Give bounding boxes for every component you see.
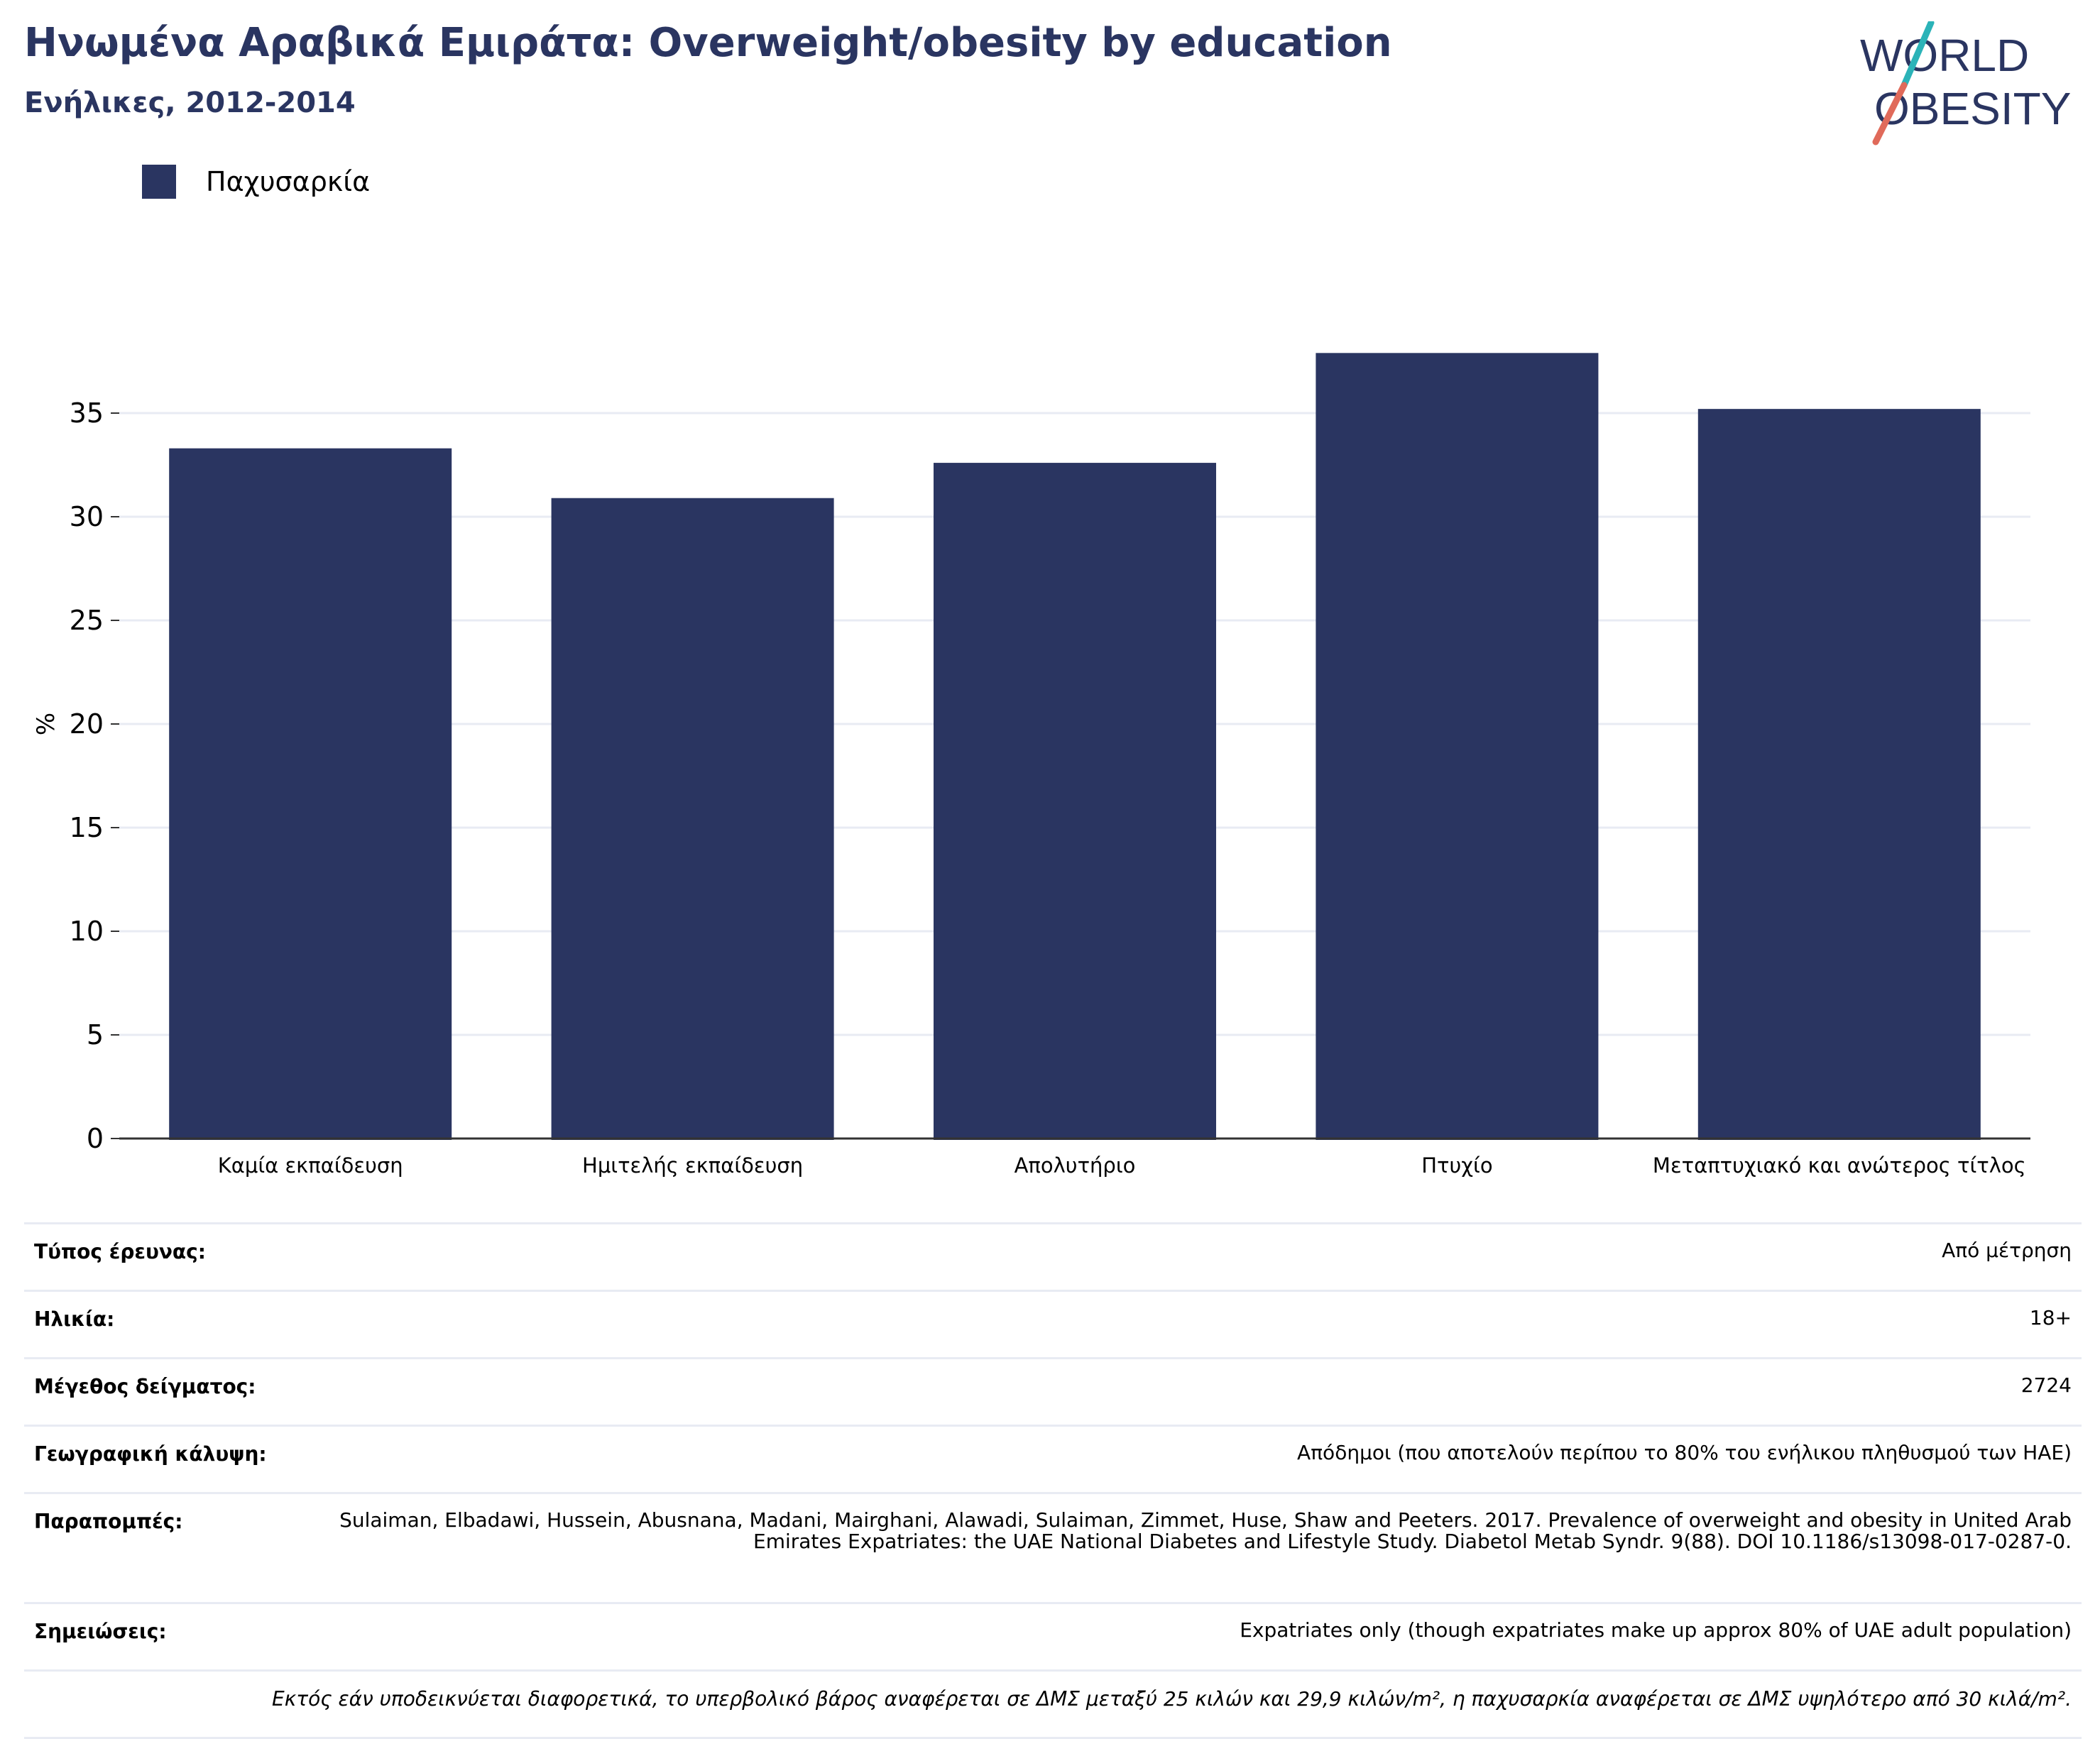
info-value: Expatriates only (though expatriates mak…: [276, 1602, 2082, 1671]
bar: [1697, 409, 1981, 1141]
legend-label: Παχυσαρκία: [206, 166, 371, 197]
x-tick-label: Καμία εκπαίδευση: [218, 1153, 403, 1178]
bar: [934, 463, 1216, 1140]
bar: [1316, 353, 1599, 1140]
x-tick-label: Απολυτήριο: [1015, 1153, 1136, 1178]
info-label: Σημειώσεις:: [24, 1602, 277, 1671]
y-tick-label: 35: [70, 397, 104, 429]
info-value: Απόδημοι (που αποτελούν περίπου το 80% τ…: [276, 1425, 2082, 1493]
info-value: Από μέτρηση: [276, 1222, 2082, 1291]
info-row: Γεωγραφική κάλυψη: Απόδημοι (που αποτελού…: [24, 1425, 2082, 1493]
info-row: Ηλικία: 18+: [24, 1290, 2082, 1359]
y-tick-label: 15: [70, 812, 104, 843]
bar: [551, 498, 834, 1140]
info-label: Μέγεθος δείγματος:: [24, 1357, 277, 1426]
bar: [169, 448, 452, 1140]
info-value: 2724: [276, 1357, 2082, 1426]
logo-line2: OBESITY: [1874, 83, 2071, 134]
info-label: Γεωγραφική κάλυψη:: [24, 1425, 277, 1493]
y-tick-label: 20: [70, 708, 104, 740]
info-row: Μέγεθος δείγματος: 2724: [24, 1357, 2082, 1426]
x-tick-label: Ημιτελής εκπαίδευση: [582, 1153, 803, 1178]
info-label: Ηλικία:: [24, 1290, 277, 1359]
x-tick-label: Πτυχίο: [1421, 1153, 1492, 1178]
info-value: Sulaiman, Elbadawi, Hussein, Abusnana, M…: [276, 1492, 2082, 1603]
survey-info-table: Τύπος έρευνας: Από μέτρηση Ηλικία: 18+ Μέγεθ…: [24, 1222, 2082, 1739]
x-tick-label: Μεταπτυχιακό και ανώτερος τίτλος: [1653, 1153, 2026, 1178]
info-row: Παραπομπές: Sulaiman, Elbadawi, Hussein, …: [24, 1492, 2082, 1603]
y-tick-label: 10: [70, 916, 104, 947]
footnote-row: Εκτός εάν υποδεικνύεται διαφορετικά, το …: [24, 1669, 2082, 1739]
y-tick-label: 25: [70, 605, 104, 636]
info-row: Σημειώσεις: Expatriates only (though expa…: [24, 1602, 2082, 1671]
chart-subtitle: Ενήλικες, 2012-2014: [24, 87, 356, 119]
y-tick-label: 30: [70, 501, 104, 532]
chart-title: Ηνωμένα Αραβικά Εμιράτα: Overweight/obes…: [24, 20, 1392, 66]
y-axis-label: %: [32, 713, 60, 735]
chart-legend: Παχυσαρκία: [142, 165, 370, 199]
y-tick-label: 0: [87, 1123, 104, 1154]
y-tick-label: 5: [87, 1019, 104, 1050]
bar-chart: 0 5 10 15 20 25 30 35 Καμία εκπαίδευση Ημιτελής ε…: [32, 353, 2030, 1178]
info-label: Παραπομπές:: [24, 1492, 277, 1603]
logo-slash-red: [1872, 82, 1908, 146]
footnote: Εκτός εάν υποδεικνύεται διαφορετικά, το …: [24, 1669, 2082, 1739]
info-row: Τύπος έρευνας: Από μέτρηση: [24, 1222, 2082, 1291]
world-obesity-logo: WORLD OBESITY: [1860, 21, 2071, 146]
legend-swatch: [142, 165, 176, 199]
logo-line1: WORLD: [1860, 30, 2029, 81]
info-value: 18+: [276, 1290, 2082, 1359]
axis-layer: 0 5 10 15 20 25 30 35 Καμία εκπαίδευση Ημιτελής ε…: [70, 397, 2030, 1178]
logo-slash-teal: [1901, 21, 1935, 89]
bar-layer: [169, 353, 1981, 1141]
info-label: Τύπος έρευνας:: [24, 1222, 277, 1291]
